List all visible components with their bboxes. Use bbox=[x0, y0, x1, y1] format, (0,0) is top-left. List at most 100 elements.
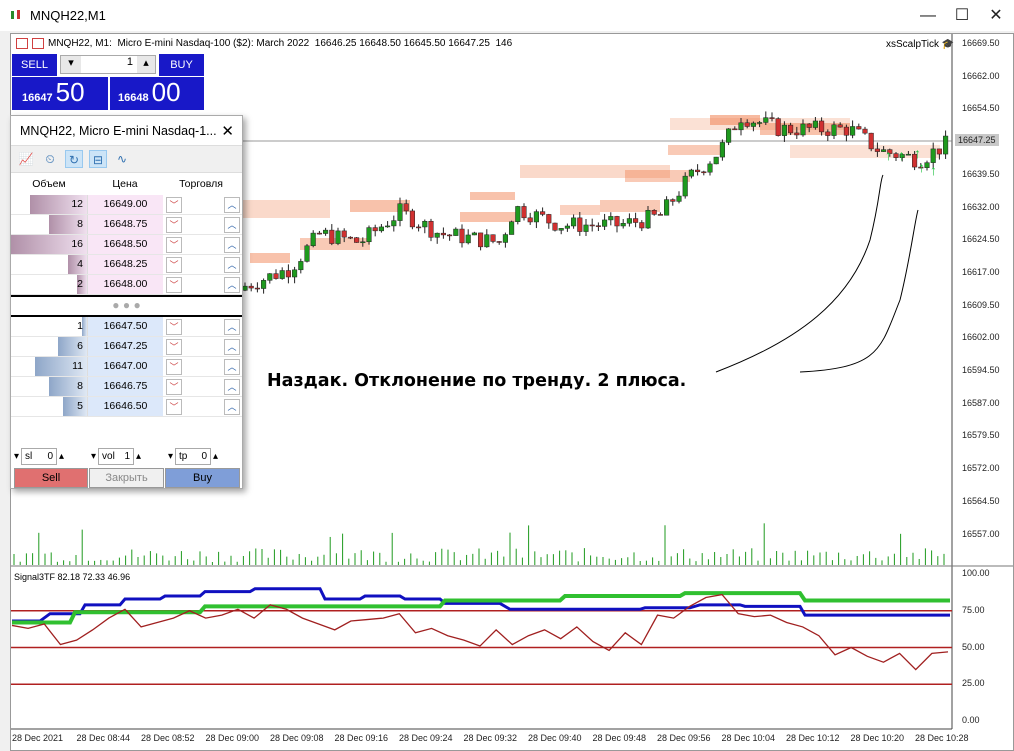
time-axis-label: 28 Dec 09:40 bbox=[528, 733, 582, 743]
dom-ask-row[interactable]: 16 16648.50 ﹀ ︿ bbox=[11, 235, 242, 255]
sell-limit-button[interactable]: ﹀ bbox=[166, 318, 182, 335]
dom-buy-button[interactable]: Buy bbox=[165, 468, 240, 488]
sl-label: sl bbox=[25, 450, 33, 462]
price-cell[interactable]: 16647.00 bbox=[87, 357, 163, 376]
price-cell[interactable]: 16648.50 bbox=[87, 235, 163, 254]
sell-limit-button[interactable]: ﹀ bbox=[166, 236, 182, 253]
candle-body bbox=[757, 122, 763, 124]
auto-center-icon[interactable]: ↻ bbox=[65, 150, 83, 168]
candle-body bbox=[701, 171, 707, 174]
sl-stepper[interactable]: ▾ sl 0 ▴ bbox=[14, 446, 64, 466]
sell-limit-button[interactable]: ﹀ bbox=[166, 338, 182, 355]
depth-of-market-icon[interactable] bbox=[32, 38, 44, 49]
trade-panel-icon[interactable] bbox=[16, 38, 28, 49]
minimize-button[interactable]: — bbox=[920, 7, 936, 24]
dom-close-button[interactable]: ✕ bbox=[221, 123, 234, 140]
spread-separator: ● ● ● bbox=[11, 295, 242, 317]
dom-bid-row[interactable]: 5 16646.50 ﹀ ︿ bbox=[11, 397, 242, 417]
tp-down[interactable]: ▾ bbox=[168, 450, 174, 462]
dom-bid-row[interactable]: 8 16646.75 ﹀ ︿ bbox=[11, 377, 242, 397]
buy-limit-button[interactable]: ︿ bbox=[224, 318, 240, 335]
buy-limit-button[interactable]: ︿ bbox=[224, 196, 240, 213]
dom-sell-button[interactable]: Sell bbox=[14, 468, 88, 488]
increase-volume-button[interactable]: ▴ bbox=[137, 56, 155, 73]
candle-body bbox=[571, 217, 577, 227]
volume-bar bbox=[58, 337, 87, 356]
dom-close-position-button[interactable]: Закрыть bbox=[89, 468, 164, 488]
sell-limit-button[interactable]: ﹀ bbox=[166, 276, 182, 293]
buy-limit-button[interactable]: ︿ bbox=[224, 276, 240, 293]
volume-bars-icon[interactable]: ⊟ bbox=[89, 150, 107, 168]
candle-body bbox=[292, 269, 298, 278]
price-cell[interactable]: 16646.75 bbox=[87, 377, 163, 396]
candle-body bbox=[279, 270, 285, 279]
tp-up[interactable]: ▴ bbox=[213, 450, 219, 462]
price-cell[interactable]: 16649.00 bbox=[87, 195, 163, 214]
volume-stepper[interactable]: ▾ 1 ▴ bbox=[60, 55, 156, 74]
candle-body bbox=[620, 223, 626, 227]
close-button[interactable]: ✕ bbox=[989, 7, 1003, 24]
candle-body bbox=[924, 162, 930, 168]
decrease-volume-button[interactable]: ▾ bbox=[61, 56, 81, 73]
indicator-pane-label: Signal3TF 82.18 72.33 46.96 bbox=[14, 572, 131, 582]
sell-limit-button[interactable]: ﹀ bbox=[166, 358, 182, 375]
sell-limit-button[interactable]: ﹀ bbox=[166, 398, 182, 415]
price-cell[interactable]: 16646.50 bbox=[87, 397, 163, 416]
tp-stepper[interactable]: ▾ tp 0 ▴ bbox=[168, 446, 218, 466]
ask-price[interactable]: 16648 00 bbox=[110, 77, 204, 110]
vol-stepper[interactable]: ▾ vol 1 ▴ bbox=[91, 446, 141, 466]
vol-value[interactable]: 1 bbox=[124, 450, 131, 462]
price-axis-label: 16624.50 bbox=[962, 234, 1000, 245]
buy-limit-button[interactable]: ︿ bbox=[224, 236, 240, 253]
candle-body bbox=[794, 132, 800, 136]
candle-body bbox=[354, 237, 360, 243]
one-click-panel: SELL ▾ 1 ▴ BUY 16647 50 16648 00 bbox=[12, 54, 204, 110]
buy-signal-arrow-icon: ↑ bbox=[898, 147, 905, 163]
dom-ask-row[interactable]: 12 16649.00 ﹀ ︿ bbox=[11, 195, 242, 215]
dom-bid-row[interactable]: 6 16647.25 ﹀ ︿ bbox=[11, 337, 242, 357]
vol-up[interactable]: ▴ bbox=[136, 450, 142, 462]
buy-limit-button[interactable]: ︿ bbox=[224, 378, 240, 395]
price-cell[interactable]: 16648.25 bbox=[87, 255, 163, 274]
history-icon[interactable]: ⏲ bbox=[45, 152, 55, 166]
bid-price[interactable]: 16647 50 bbox=[12, 77, 108, 110]
candle-body bbox=[341, 230, 347, 238]
sl-down[interactable]: ▾ bbox=[14, 450, 20, 462]
buy-limit-button[interactable]: ︿ bbox=[224, 256, 240, 273]
volume-input[interactable]: 1 bbox=[126, 56, 133, 68]
dom-bid-row[interactable]: 1 16647.50 ﹀ ︿ bbox=[11, 317, 242, 337]
candle-body bbox=[465, 234, 471, 244]
vol-down[interactable]: ▾ bbox=[91, 450, 97, 462]
price-cell[interactable]: 16648.75 bbox=[87, 215, 163, 234]
price-cell[interactable]: 16647.50 bbox=[87, 317, 163, 336]
price-zone bbox=[560, 205, 600, 215]
indicator-axis-label: 75.00 bbox=[962, 604, 985, 615]
dom-ask-row[interactable]: 8 16648.75 ﹀ ︿ bbox=[11, 215, 242, 235]
sell-button[interactable]: SELL bbox=[12, 54, 57, 76]
time-axis-label: 28 Dec 10:04 bbox=[721, 733, 776, 743]
sell-limit-button[interactable]: ﹀ bbox=[166, 196, 182, 213]
buy-limit-button[interactable]: ︿ bbox=[224, 358, 240, 375]
dom-bid-row[interactable]: 11 16647.00 ﹀ ︿ bbox=[11, 357, 242, 377]
sell-limit-button[interactable]: ﹀ bbox=[166, 256, 182, 273]
price-cell[interactable]: 16648.00 bbox=[87, 275, 163, 294]
dom-ask-row[interactable]: 2 16648.00 ﹀ ︿ bbox=[11, 275, 242, 295]
sell-limit-button[interactable]: ﹀ bbox=[166, 378, 182, 395]
price-cell[interactable]: 16647.25 bbox=[87, 337, 163, 356]
buy-limit-button[interactable]: ︿ bbox=[224, 398, 240, 415]
price-axis-label: 16594.50 bbox=[962, 365, 1000, 375]
buy-button[interactable]: BUY bbox=[159, 54, 204, 76]
volume-bar bbox=[82, 317, 87, 336]
chart-icon[interactable]: 📈 bbox=[18, 152, 34, 166]
chart-info: MNQH22, M1: Micro E-mini Nasdaq-100 ($2)… bbox=[16, 38, 512, 49]
sell-limit-button[interactable]: ﹀ bbox=[166, 216, 182, 233]
sl-up[interactable]: ▴ bbox=[59, 450, 65, 462]
tick-chart-icon[interactable]: ∿ bbox=[116, 152, 128, 166]
candle-body bbox=[397, 203, 403, 221]
sl-value[interactable]: 0 bbox=[47, 450, 54, 462]
maximize-button[interactable]: ☐ bbox=[954, 7, 970, 24]
tp-value[interactable]: 0 bbox=[201, 450, 208, 462]
buy-limit-button[interactable]: ︿ bbox=[224, 338, 240, 355]
dom-ask-row[interactable]: 4 16648.25 ﹀ ︿ bbox=[11, 255, 242, 275]
buy-limit-button[interactable]: ︿ bbox=[224, 216, 240, 233]
